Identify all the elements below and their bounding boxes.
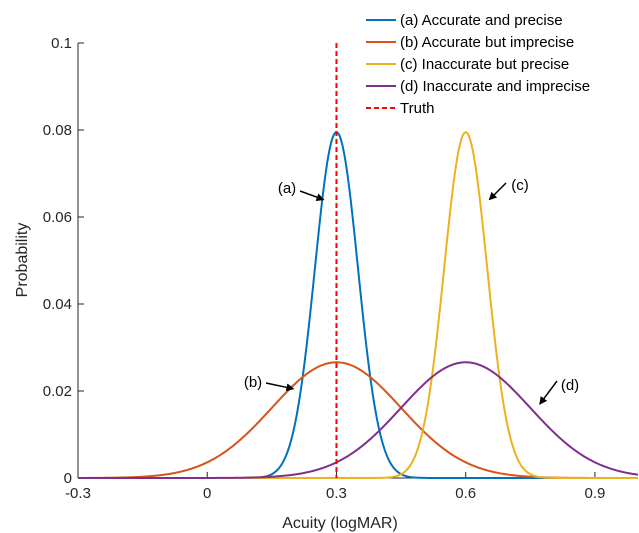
legend-entry: (b) Accurate but imprecise (400, 34, 574, 51)
x-tick-label: 0.3 (326, 485, 347, 502)
y-tick-label: 0.04 (43, 296, 72, 313)
y-tick-label: 0.06 (43, 209, 72, 226)
x-axis-label: Acuity (logMAR) (282, 515, 398, 532)
x-tick-label: -0.3 (65, 485, 91, 502)
annotation-label: (b) (244, 374, 262, 391)
annotation-arrow (488, 182, 507, 201)
legend-entry: Truth (400, 100, 434, 117)
y-tick-label: 0.1 (51, 35, 72, 52)
series-line-a (78, 131, 638, 479)
annotations-layer: (a) (b) (c) (d) (244, 177, 579, 405)
y-tick-label: 0 (64, 470, 72, 487)
x-tick-label: 0 (203, 485, 211, 502)
y-tick-label: 0.02 (43, 383, 72, 400)
x-tick-label: 0.9 (584, 485, 605, 502)
legend-entry: (c) Inaccurate but precise (400, 56, 569, 73)
annotation-label: (c) (511, 177, 529, 194)
series-line-d (78, 361, 639, 479)
annotation-arrow (265, 382, 295, 392)
legend-entry: (d) Inaccurate and imprecise (400, 78, 590, 95)
x-tick-label: 0.6 (455, 485, 476, 502)
annotation-label: (a) (278, 180, 296, 197)
annotation-label: (d) (561, 377, 579, 394)
series-line-c (78, 131, 638, 479)
y-axis-label: Probability (14, 223, 31, 298)
legend-entry: (a) Accurate and precise (400, 12, 563, 29)
series-line-b (78, 361, 638, 479)
series-layer (78, 43, 639, 479)
y-tick-label: 0.08 (43, 122, 72, 139)
axes: -0.3 0 0.3 0.6 0.900.020.040.060.080.1 (43, 35, 638, 502)
annotation-arrow (299, 190, 325, 201)
annotation-arrow (539, 380, 558, 405)
legend: (a) Accurate and precise (b) Accurate but… (366, 12, 590, 117)
